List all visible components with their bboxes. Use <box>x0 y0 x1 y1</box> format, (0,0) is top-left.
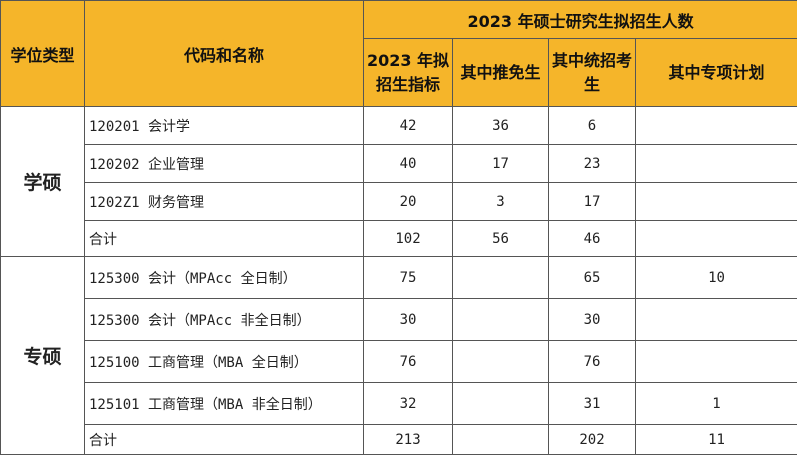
quota-header: 2023 年拟招生指标 <box>363 38 453 107</box>
exempt-cell: 56 <box>452 220 549 257</box>
exam-header: 其中统招考生 <box>548 38 636 107</box>
exempt-cell: 36 <box>452 106 549 145</box>
quota-cell: 213 <box>363 424 453 455</box>
exam-cell: 202 <box>548 424 636 455</box>
group-label-professional: 专硕 <box>0 256 85 455</box>
quota-cell: 32 <box>363 382 453 425</box>
subtotal-label: 合计 <box>84 424 364 455</box>
program-name: 125300 会计（MPAcc 非全日制） <box>84 298 364 341</box>
header-row-1: 学位类型 代码和名称 2023 年硕士研究生拟招生人数 <box>0 0 797 107</box>
exempt-cell <box>452 256 549 299</box>
code-name-header: 代码和名称 <box>84 0 364 107</box>
program-name: 120202 企业管理 <box>84 144 364 183</box>
program-name: 120201 会计学 <box>84 106 364 145</box>
special-cell: 11 <box>634 424 797 455</box>
exam-cell: 30 <box>548 298 636 341</box>
quota-cell: 75 <box>363 256 453 299</box>
enrollment-group-header: 2023 年硕士研究生拟招生人数 <box>362 0 797 39</box>
exam-cell: 76 <box>548 340 636 383</box>
degree-type-header: 学位类型 <box>0 0 85 107</box>
exam-cell: 65 <box>548 256 636 299</box>
program-name: 125100 工商管理（MBA 全日制） <box>84 340 364 383</box>
quota-cell: 42 <box>363 106 453 145</box>
program-name: 125300 会计（MPAcc 全日制） <box>84 256 364 299</box>
exam-cell: 17 <box>548 182 636 221</box>
subtotal-label: 合计 <box>84 220 364 257</box>
exempt-cell <box>452 298 549 341</box>
program-name: 125101 工商管理（MBA 非全日制） <box>84 382 364 425</box>
table-row: 1202Z1 财务管理 20 3 17 <box>1 182 797 221</box>
table-row: 125300 会计（MPAcc 非全日制） 30 30 <box>1 298 797 341</box>
special-cell: 10 <box>634 256 797 299</box>
exam-cell: 31 <box>548 382 636 425</box>
table-row: 125100 工商管理（MBA 全日制） 76 76 <box>1 340 797 383</box>
exempt-cell <box>452 424 549 455</box>
header-row-2: 2023 年拟招生指标 其中推免生 其中统招考生 其中专项计划 <box>1 38 797 107</box>
quota-cell: 30 <box>363 298 453 341</box>
program-name: 1202Z1 财务管理 <box>84 182 364 221</box>
quota-cell: 76 <box>363 340 453 383</box>
special-header: 其中专项计划 <box>634 38 797 107</box>
exam-cell: 23 <box>548 144 636 183</box>
quota-cell: 20 <box>363 182 453 221</box>
quota-cell: 40 <box>363 144 453 183</box>
subtotal-row: 合计 213 202 11 <box>1 424 797 455</box>
exempt-header: 其中推免生 <box>452 38 549 107</box>
special-cell: 1 <box>634 382 797 425</box>
special-cell <box>634 298 797 341</box>
subtotal-row: 合计 102 56 46 <box>1 220 797 257</box>
group-label-academic: 学硕 <box>0 106 85 257</box>
special-cell <box>634 106 797 145</box>
exempt-cell <box>452 382 549 425</box>
exam-cell: 6 <box>548 106 636 145</box>
table-row: 学硕 120201 会计学 42 36 6 <box>0 106 797 257</box>
table-row: 120202 企业管理 40 17 23 <box>1 144 797 183</box>
special-cell <box>634 182 797 221</box>
exempt-cell: 17 <box>452 144 549 183</box>
table-row: 125101 工商管理（MBA 非全日制） 32 31 1 <box>1 382 797 425</box>
special-cell <box>634 144 797 183</box>
exempt-cell: 3 <box>452 182 549 221</box>
special-cell <box>634 220 797 257</box>
exam-cell: 46 <box>548 220 636 257</box>
exempt-cell <box>452 340 549 383</box>
table-row: 专硕 125300 会计（MPAcc 全日制） 75 65 10 <box>0 256 797 455</box>
quota-cell: 102 <box>363 220 453 257</box>
special-cell <box>634 340 797 383</box>
